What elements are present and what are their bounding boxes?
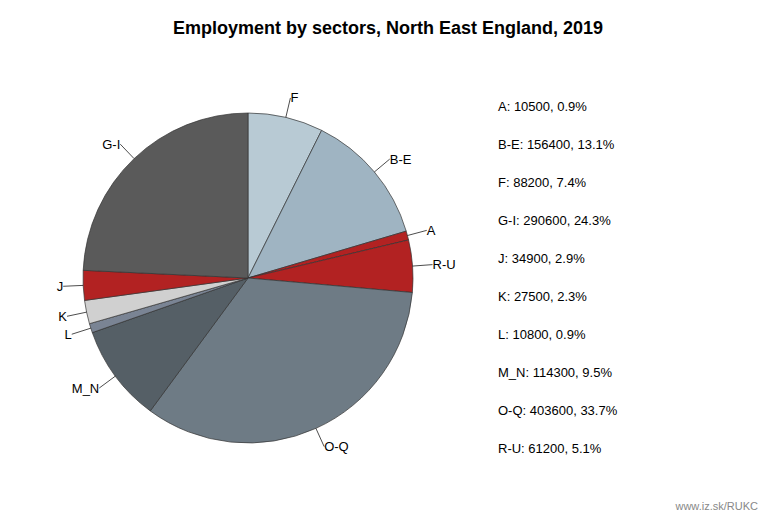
html-text:M_N: 114300, 9.5%: M_N: 114300, 9.5% bbox=[498, 365, 612, 380]
html-text:B-E: 156400, 13.1%: B-E: 156400, 13.1% bbox=[498, 137, 615, 152]
svg-text:R-U: R-U bbox=[433, 257, 456, 272]
html-text:A: 10500, 0.9%: A: 10500, 0.9% bbox=[498, 99, 587, 114]
html-text:Employment by sectors, North E: Employment by sectors, North East Englan… bbox=[172, 18, 604, 38]
svg-text:M_N: M_N bbox=[72, 381, 99, 396]
svg-text:B-E: B-E bbox=[390, 152, 412, 167]
html-text:www.iz.sk/RUKC: www.iz.sk/RUKC bbox=[675, 500, 758, 512]
svg-text:L: L bbox=[65, 327, 72, 342]
svg-text:F: F bbox=[290, 90, 298, 105]
svg-text:J: J bbox=[57, 279, 64, 294]
html-text:L: 10800, 0.9%: L: 10800, 0.9% bbox=[498, 327, 586, 342]
svg-text:G-I: G-I bbox=[102, 137, 120, 152]
html-text:R-U: 61200, 5.1%: R-U: 61200, 5.1% bbox=[498, 441, 602, 456]
svg-text:O-Q: O-Q bbox=[324, 439, 349, 454]
svg-text:A: A bbox=[427, 223, 436, 238]
html-text:G-I: 290600, 24.3%: G-I: 290600, 24.3% bbox=[498, 213, 611, 228]
html-text:K: 27500, 2.3%: K: 27500, 2.3% bbox=[498, 289, 587, 304]
html-text:J: 34900, 2.9%: J: 34900, 2.9% bbox=[498, 251, 585, 266]
svg-text:K: K bbox=[58, 309, 67, 324]
html-text:O-Q: 403600, 33.7%: O-Q: 403600, 33.7% bbox=[498, 403, 618, 418]
html-text:F: 88200, 7.4%: F: 88200, 7.4% bbox=[498, 175, 587, 190]
